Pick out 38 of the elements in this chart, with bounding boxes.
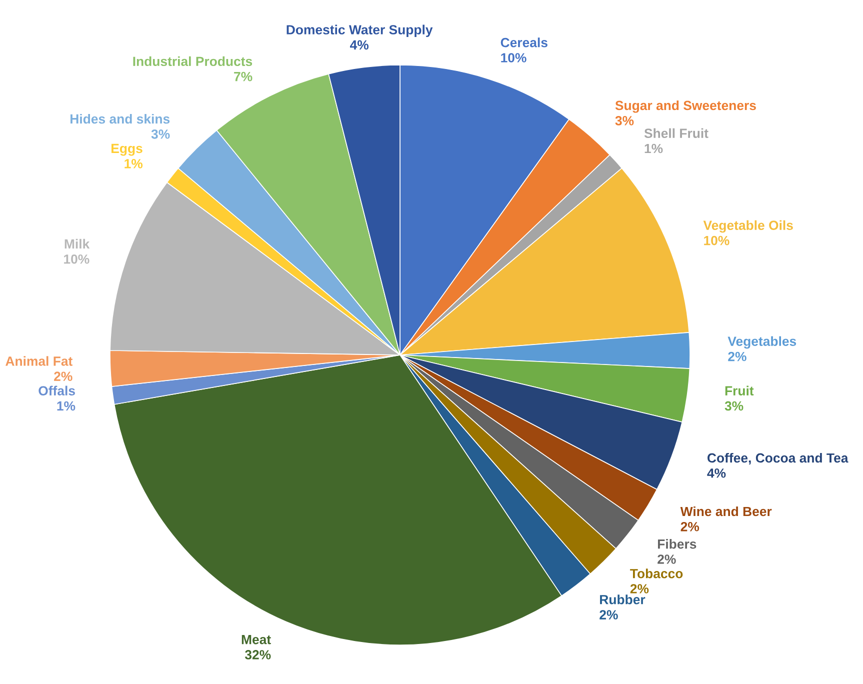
data-label: 2% bbox=[630, 584, 649, 594]
slice-label: Vegetable Oils bbox=[703, 220, 793, 233]
data-label: 1% bbox=[57, 401, 76, 411]
data-label: 2% bbox=[54, 372, 72, 381]
slice-label: Wine and Beer bbox=[680, 506, 772, 516]
slice-label: Vegetables bbox=[728, 336, 796, 349]
data-label: 4% bbox=[350, 40, 369, 50]
data-label: 10% bbox=[501, 53, 526, 62]
slice-label: Shell Fruit bbox=[644, 128, 708, 138]
slice-label: Milk bbox=[64, 238, 90, 248]
slice-label: Coffee, Cocoa and Tea bbox=[708, 452, 848, 465]
slice-label: Eggs bbox=[112, 144, 142, 156]
slice-label: Hides and skins bbox=[70, 114, 170, 124]
data-label: 3% bbox=[151, 129, 170, 139]
data-label: 10% bbox=[704, 236, 730, 246]
data-label: 4% bbox=[707, 468, 726, 478]
data-label: 2% bbox=[680, 522, 700, 532]
slice-label: Domestic Water Supply bbox=[286, 24, 433, 38]
data-label: 2% bbox=[658, 554, 676, 564]
slice-label: Offals bbox=[38, 386, 75, 396]
slice-label: Industrial Products bbox=[133, 56, 252, 66]
slice-label: Sugar and Sweeteners bbox=[615, 100, 756, 113]
slice-label: Fibers bbox=[658, 539, 696, 549]
data-label: 32% bbox=[244, 650, 271, 660]
slice-label: Tobacco bbox=[630, 568, 683, 578]
slice-label: Rubber bbox=[600, 594, 646, 604]
data-label: 1% bbox=[124, 159, 143, 168]
data-label: 2% bbox=[600, 610, 618, 620]
data-label: 10% bbox=[64, 254, 90, 264]
data-label: 3% bbox=[615, 116, 634, 126]
slice-label: Fruit bbox=[725, 386, 754, 396]
data-label: 2% bbox=[728, 352, 746, 362]
data-label: 3% bbox=[724, 401, 744, 411]
slice-label: Cereals bbox=[500, 38, 548, 48]
data-label: 7% bbox=[234, 72, 252, 82]
slice-label: Meat bbox=[242, 635, 271, 644]
slice-label: Animal Fat bbox=[6, 356, 72, 366]
data-label: 1% bbox=[644, 144, 663, 154]
